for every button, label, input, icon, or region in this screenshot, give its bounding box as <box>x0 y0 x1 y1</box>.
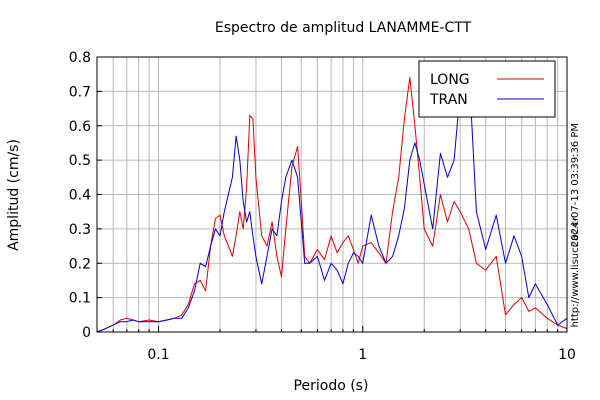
y-axis-label: Amplitud (cm/s) <box>6 139 22 251</box>
y-tick-label: 0 <box>82 325 91 341</box>
y-tick-label: 0.3 <box>69 222 91 238</box>
y-tick-label: 0.2 <box>69 256 91 272</box>
y-tick-label: 0.1 <box>69 291 91 307</box>
series-line-tran <box>96 63 568 333</box>
y-tick-label: 0.4 <box>69 188 91 204</box>
x-tick-label: 0.1 <box>147 347 169 363</box>
legend: LONG TRAN <box>418 60 556 118</box>
axis-ticks <box>96 56 568 333</box>
legend-label-long: LONG <box>430 72 470 88</box>
legend-label-tran: TRAN <box>429 92 468 108</box>
tick-labels: 0 0.1 0.2 0.3 0.4 0.5 0.6 0.7 0.8 0.1 1 10 <box>69 50 576 363</box>
series-layer <box>96 63 568 333</box>
legend-box <box>418 60 556 118</box>
y-tick-label: 0.6 <box>69 119 91 135</box>
y-tick-label: 0.5 <box>69 153 91 169</box>
chart-title: Espectro de amplitud LANAMME-CTT <box>215 20 472 36</box>
series-line-long <box>96 77 568 333</box>
x-tick-label: 1 <box>358 347 367 363</box>
y-tick-label: 0.7 <box>69 84 91 100</box>
source-url-label: http://www.lisucr.ac.cr <box>570 216 581 328</box>
x-tick-label: 10 <box>558 347 576 363</box>
timestamp-label: 2024-07-13 03:39:36 PM <box>570 123 581 247</box>
y-tick-label: 0.8 <box>69 50 91 66</box>
x-axis-label: Periodo (s) <box>294 378 369 394</box>
